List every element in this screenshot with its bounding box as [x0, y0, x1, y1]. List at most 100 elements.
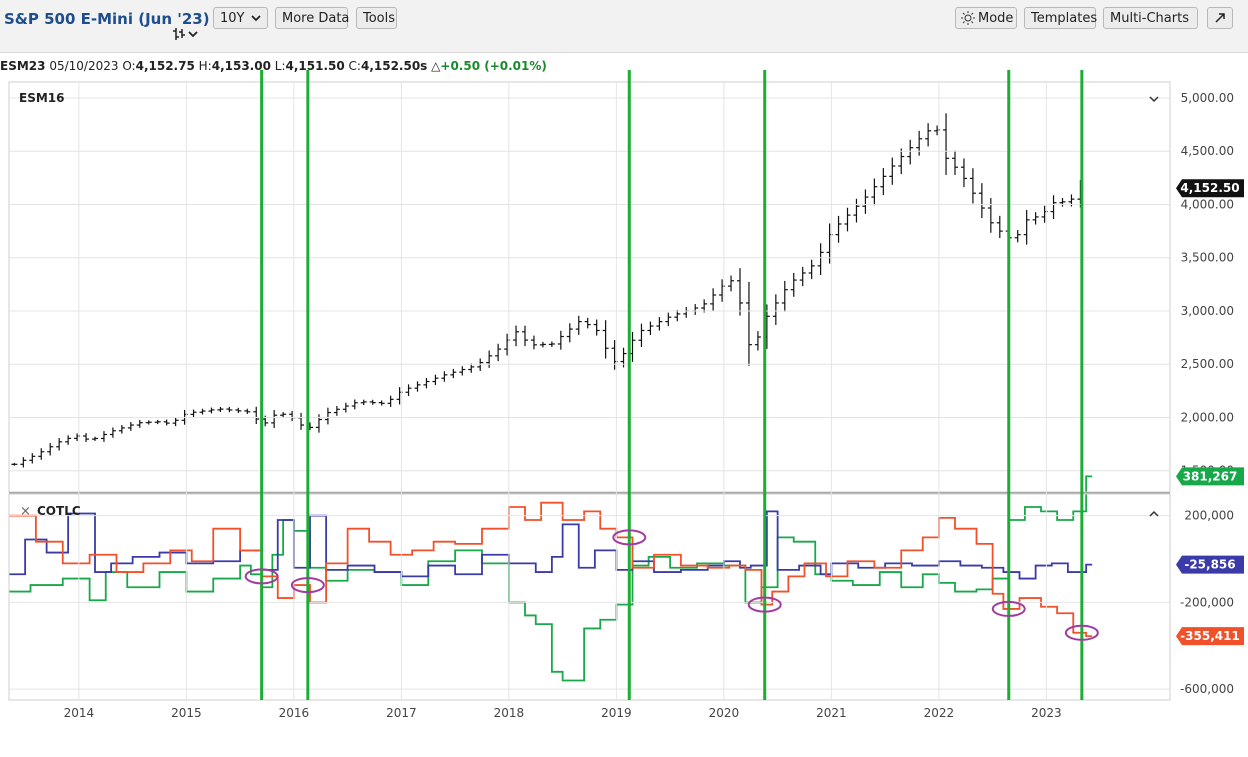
price-bar	[20, 457, 27, 468]
price-bar	[468, 363, 475, 373]
price-bar	[745, 281, 752, 366]
templates-button[interactable]: Templates	[1024, 7, 1097, 29]
more-data-button[interactable]: More Data	[275, 7, 349, 29]
price-bar	[486, 350, 493, 368]
price-panel-label: ESM16	[19, 91, 64, 105]
y-tick-label: -600,000	[1180, 682, 1234, 696]
price-bar	[835, 215, 842, 243]
cot-series-line	[9, 501, 1093, 638]
price-bar	[934, 125, 941, 136]
price-bar	[92, 436, 98, 441]
price-bar	[307, 422, 313, 431]
price-bar	[109, 427, 116, 438]
delta-icon: △	[431, 59, 441, 73]
price-bar	[889, 157, 896, 185]
price-panel[interactable]	[11, 113, 1084, 468]
y-tick-label: 4,500.00	[1181, 144, 1234, 158]
price-bar	[387, 395, 394, 407]
price-bar	[342, 402, 349, 413]
price-bar	[978, 183, 985, 219]
y-tick-label: 1,500.00	[1181, 464, 1234, 478]
price-bar	[360, 399, 367, 406]
green-value-badge: 381,267	[1176, 467, 1244, 486]
quote-change: +0.50 (+0.01%)	[440, 59, 547, 73]
highlight-circle	[747, 596, 782, 613]
red-value-badge-text: -355,411	[1180, 629, 1240, 643]
price-bar	[539, 341, 546, 348]
indicator-panel[interactable]	[9, 475, 1093, 682]
close-icon[interactable]: ×	[20, 504, 31, 519]
last-price-badge: 4,152.50	[1176, 179, 1244, 198]
chevron-up-icon[interactable]	[1149, 510, 1159, 517]
period-select[interactable]: 10Y	[213, 7, 268, 29]
price-bar	[432, 374, 439, 386]
price-bar	[459, 366, 466, 376]
x-tick-label: 2020	[709, 706, 740, 720]
chevron-down-icon[interactable]	[1149, 96, 1159, 103]
price-bar	[414, 381, 421, 392]
bar-chart-icon[interactable]	[173, 26, 201, 46]
y-tick-label: 5,000.00	[1181, 91, 1234, 105]
green-value-badge-text: 381,267	[1183, 469, 1238, 483]
price-bar	[548, 341, 555, 347]
price-bar	[692, 304, 699, 315]
mode-button[interactable]: Mode	[955, 7, 1017, 29]
price-bar	[996, 215, 1003, 239]
price-bar	[844, 207, 851, 232]
price-bar	[647, 321, 654, 335]
price-bar	[871, 178, 878, 206]
price-bar	[781, 280, 788, 312]
highlight-circle	[244, 568, 279, 585]
x-tick-label: 2017	[386, 706, 417, 720]
price-bar	[987, 198, 994, 233]
price-bar	[629, 331, 636, 362]
price-bar	[1023, 209, 1030, 245]
price-bar	[737, 268, 743, 316]
price-bar	[790, 272, 797, 297]
price-bar	[665, 312, 672, 327]
quote-close: 4,152.50s	[360, 59, 428, 73]
x-tick-label: 2018	[494, 706, 525, 720]
tools-button[interactable]: Tools	[356, 7, 397, 29]
price-bar	[907, 139, 914, 165]
quote-line: ESM23 05/10/2023 O:4,152.75 H:4,153.00 L…	[0, 59, 547, 73]
price-bar	[217, 406, 224, 413]
price-bar	[190, 409, 197, 418]
symbol-title[interactable]: S&P 500 E-Mini (Jun '23)	[4, 10, 210, 28]
price-bar	[271, 410, 278, 429]
y-tick-label: 200,000	[1184, 509, 1234, 523]
red-value-badge-shape	[1176, 627, 1244, 646]
price-bar	[960, 158, 967, 188]
price-bar	[683, 307, 690, 318]
price-bar	[763, 304, 770, 349]
price-bar	[656, 317, 663, 331]
price-bar	[1041, 205, 1048, 223]
price-bar	[799, 266, 806, 287]
price-bar	[74, 433, 81, 442]
x-tick-label: 2016	[279, 706, 310, 720]
price-bar	[315, 414, 322, 433]
price-bar	[441, 371, 448, 382]
multi-charts-button[interactable]: Multi-Charts	[1103, 7, 1198, 29]
price-bar	[38, 448, 45, 460]
price-bar	[575, 315, 582, 335]
price-bar	[280, 412, 287, 418]
price-bar	[495, 343, 502, 362]
price-bar	[1050, 195, 1057, 220]
expand-icon[interactable]	[1207, 7, 1233, 29]
price-bar	[611, 340, 618, 370]
price-bar	[513, 325, 520, 347]
price-bar	[969, 168, 976, 204]
price-bar	[65, 435, 72, 445]
last-price-badge-shape	[1176, 179, 1244, 198]
price-bar	[369, 399, 376, 405]
price-bar	[1068, 194, 1075, 207]
indicator-panel-frame	[8, 493, 1171, 701]
cot-series-line	[9, 510, 1093, 580]
price-bar	[557, 330, 564, 350]
y-tick-label: 3,000.00	[1181, 304, 1234, 318]
high-label: H:	[198, 59, 212, 73]
price-bar	[100, 431, 107, 442]
price-bar	[405, 384, 412, 397]
